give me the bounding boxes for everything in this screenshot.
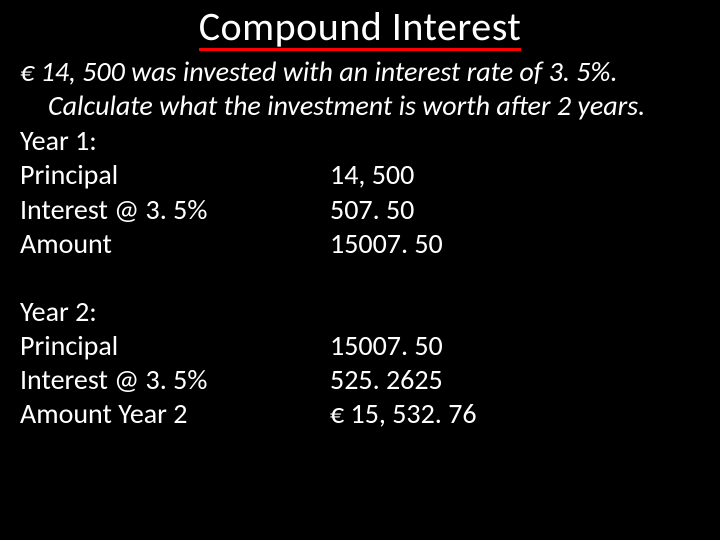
- problem-statement: € 14, 500 was invested with an interest …: [20, 55, 700, 122]
- row-value: € 15, 532. 76: [330, 397, 700, 431]
- row-value: 525. 2625: [330, 363, 700, 397]
- year-2-heading: Year 2:: [20, 295, 700, 329]
- table-row: Amount 15007. 50: [20, 227, 700, 261]
- table-row: Interest @ 3. 5% 525. 2625: [20, 363, 700, 397]
- row-label: Principal: [20, 329, 330, 363]
- table-row: Principal 14, 500: [20, 158, 700, 192]
- problem-line-2: Calculate what the investment is worth a…: [20, 89, 700, 123]
- slide: Compound Interest € 14, 500 was invested…: [0, 0, 720, 540]
- problem-line-1: € 14, 500 was invested with an interest …: [20, 54, 618, 89]
- row-value: 14, 500: [330, 158, 700, 192]
- row-value: 15007. 50: [330, 227, 700, 261]
- row-label: Amount: [20, 227, 330, 261]
- row-value: 507. 50: [330, 193, 700, 227]
- title-text: Compound Interest: [199, 6, 522, 51]
- row-label: Amount Year 2: [20, 397, 330, 431]
- year-2-block: Year 2: Principal 15007. 50 Interest @ 3…: [20, 295, 700, 432]
- year-2-heading-label: Year 2:: [20, 295, 330, 329]
- row-label: Principal: [20, 158, 330, 192]
- year-1-heading: Year 1:: [20, 124, 700, 158]
- table-row: Principal 15007. 50: [20, 329, 700, 363]
- slide-title: Compound Interest: [0, 0, 720, 51]
- spacer: [20, 261, 700, 293]
- year-1-block: Year 1: Principal 14, 500 Interest @ 3. …: [20, 124, 700, 261]
- slide-body: € 14, 500 was invested with an interest …: [0, 51, 720, 431]
- table-row: Amount Year 2 € 15, 532. 76: [20, 397, 700, 431]
- row-value: 15007. 50: [330, 329, 700, 363]
- row-label: Interest @ 3. 5%: [20, 363, 330, 397]
- row-label: Interest @ 3. 5%: [20, 193, 330, 227]
- table-row: Interest @ 3. 5% 507. 50: [20, 193, 700, 227]
- year-1-heading-label: Year 1:: [20, 124, 330, 158]
